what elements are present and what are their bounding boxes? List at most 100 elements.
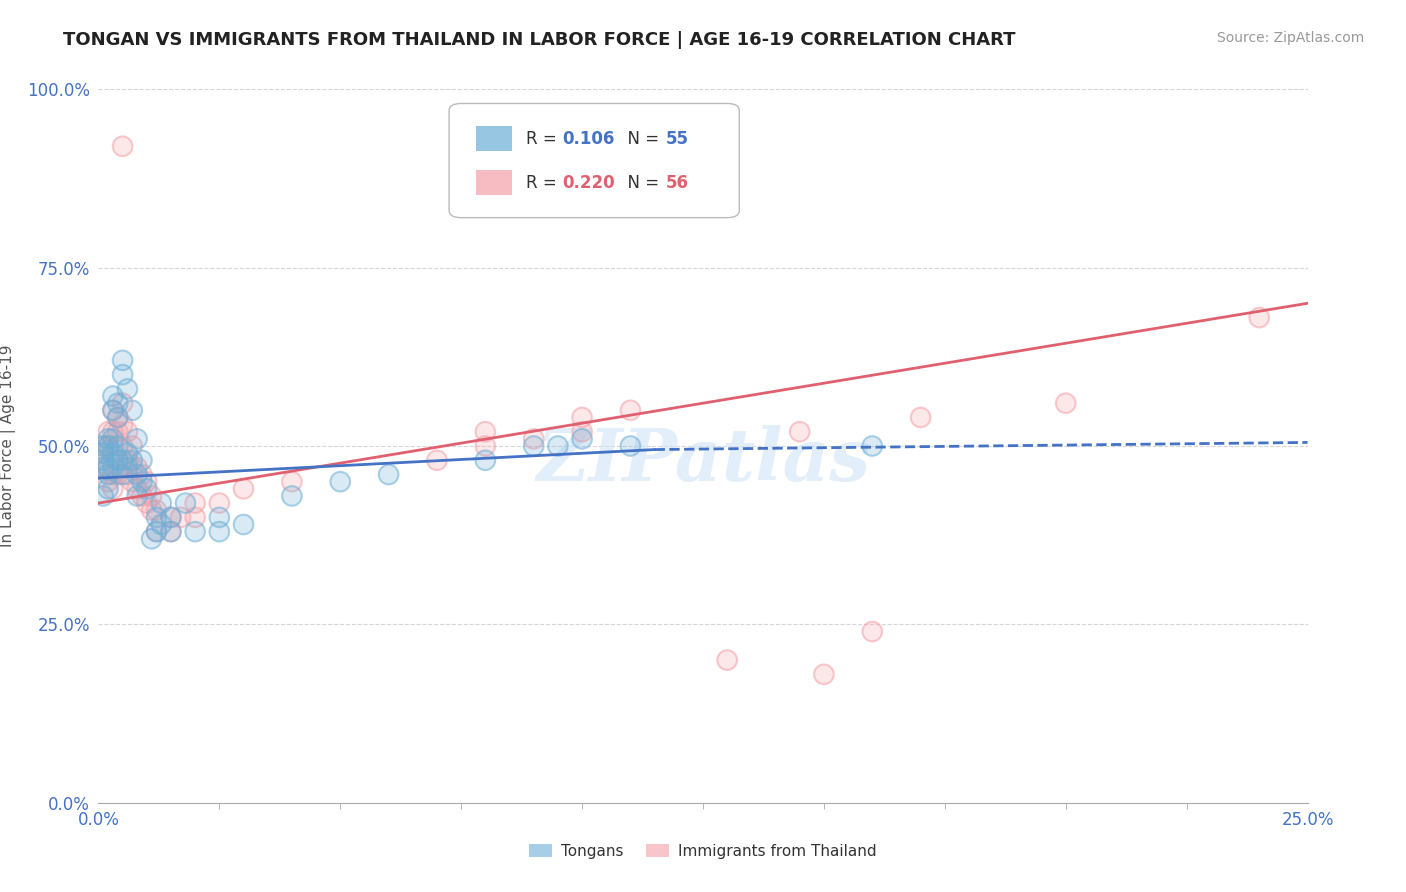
Point [813, 667, 835, 681]
Point [101, 439, 124, 453]
Point [107, 410, 129, 425]
Text: 0.106: 0.106 [562, 129, 614, 147]
Point [91, 446, 114, 460]
Point [91, 439, 114, 453]
Point [111, 453, 134, 467]
Point [117, 453, 139, 467]
Point [121, 403, 143, 417]
Point [135, 496, 157, 510]
Point [571, 432, 593, 446]
Point [117, 425, 139, 439]
Point [281, 489, 304, 503]
Point [160, 524, 183, 539]
Point [860, 439, 883, 453]
Point [160, 510, 183, 524]
Point [107, 425, 129, 439]
Point [150, 517, 173, 532]
Point [329, 475, 352, 489]
Point [117, 467, 139, 482]
Text: ZIPatlas: ZIPatlas [536, 425, 870, 496]
Point [107, 453, 129, 467]
Point [97, 467, 120, 482]
Point [127, 489, 149, 503]
Point [141, 503, 163, 517]
Point [91, 489, 114, 503]
Point [160, 510, 183, 524]
Point [150, 496, 173, 510]
Point [101, 425, 124, 439]
Point [184, 510, 207, 524]
Point [127, 467, 149, 482]
Point [101, 403, 124, 417]
Point [101, 403, 124, 417]
Point [232, 517, 254, 532]
Point [571, 425, 593, 439]
Point [547, 439, 569, 453]
Point [97, 425, 120, 439]
Point [121, 453, 143, 467]
Point [97, 475, 120, 489]
Point [107, 453, 129, 467]
Point [571, 410, 593, 425]
FancyBboxPatch shape [449, 103, 740, 218]
Point [111, 467, 134, 482]
Point [127, 467, 149, 482]
Point [426, 453, 449, 467]
Point [474, 425, 496, 439]
Point [121, 453, 143, 467]
Point [160, 524, 183, 539]
Point [184, 496, 207, 510]
Point [111, 439, 134, 453]
Point [101, 460, 124, 475]
Point [377, 467, 399, 482]
Point [111, 453, 134, 467]
Point [145, 510, 167, 524]
Point [107, 410, 129, 425]
Point [101, 403, 124, 417]
Point [97, 439, 120, 453]
Point [121, 460, 143, 475]
FancyBboxPatch shape [475, 126, 512, 151]
Point [208, 524, 231, 539]
Point [107, 453, 129, 467]
Point [571, 432, 593, 446]
Point [101, 482, 124, 496]
Point [141, 532, 163, 546]
Point [91, 460, 114, 475]
Point [141, 489, 163, 503]
Point [135, 475, 157, 489]
Point [281, 489, 304, 503]
Point [121, 403, 143, 417]
Point [91, 439, 114, 453]
Point [101, 467, 124, 482]
Text: N =: N = [617, 129, 665, 147]
Point [97, 460, 120, 475]
Point [145, 524, 167, 539]
FancyBboxPatch shape [475, 170, 512, 195]
Text: TONGAN VS IMMIGRANTS FROM THAILAND IN LABOR FORCE | AGE 16-19 CORRELATION CHART: TONGAN VS IMMIGRANTS FROM THAILAND IN LA… [63, 31, 1015, 49]
Point [91, 439, 114, 453]
Point [131, 467, 153, 482]
Point [281, 475, 304, 489]
Point [131, 489, 153, 503]
Point [107, 425, 129, 439]
Point [97, 439, 120, 453]
Point [716, 653, 738, 667]
Point [232, 482, 254, 496]
Point [523, 432, 546, 446]
Point [101, 432, 124, 446]
Point [91, 489, 114, 503]
Point [910, 410, 932, 425]
Point [523, 439, 546, 453]
Point [101, 446, 124, 460]
Point [101, 439, 124, 453]
Point [91, 460, 114, 475]
Point [150, 517, 173, 532]
Point [97, 460, 120, 475]
Point [107, 453, 129, 467]
Point [1249, 310, 1271, 325]
Point [145, 503, 167, 517]
Point [127, 432, 149, 446]
Point [97, 467, 120, 482]
Point [169, 510, 191, 524]
